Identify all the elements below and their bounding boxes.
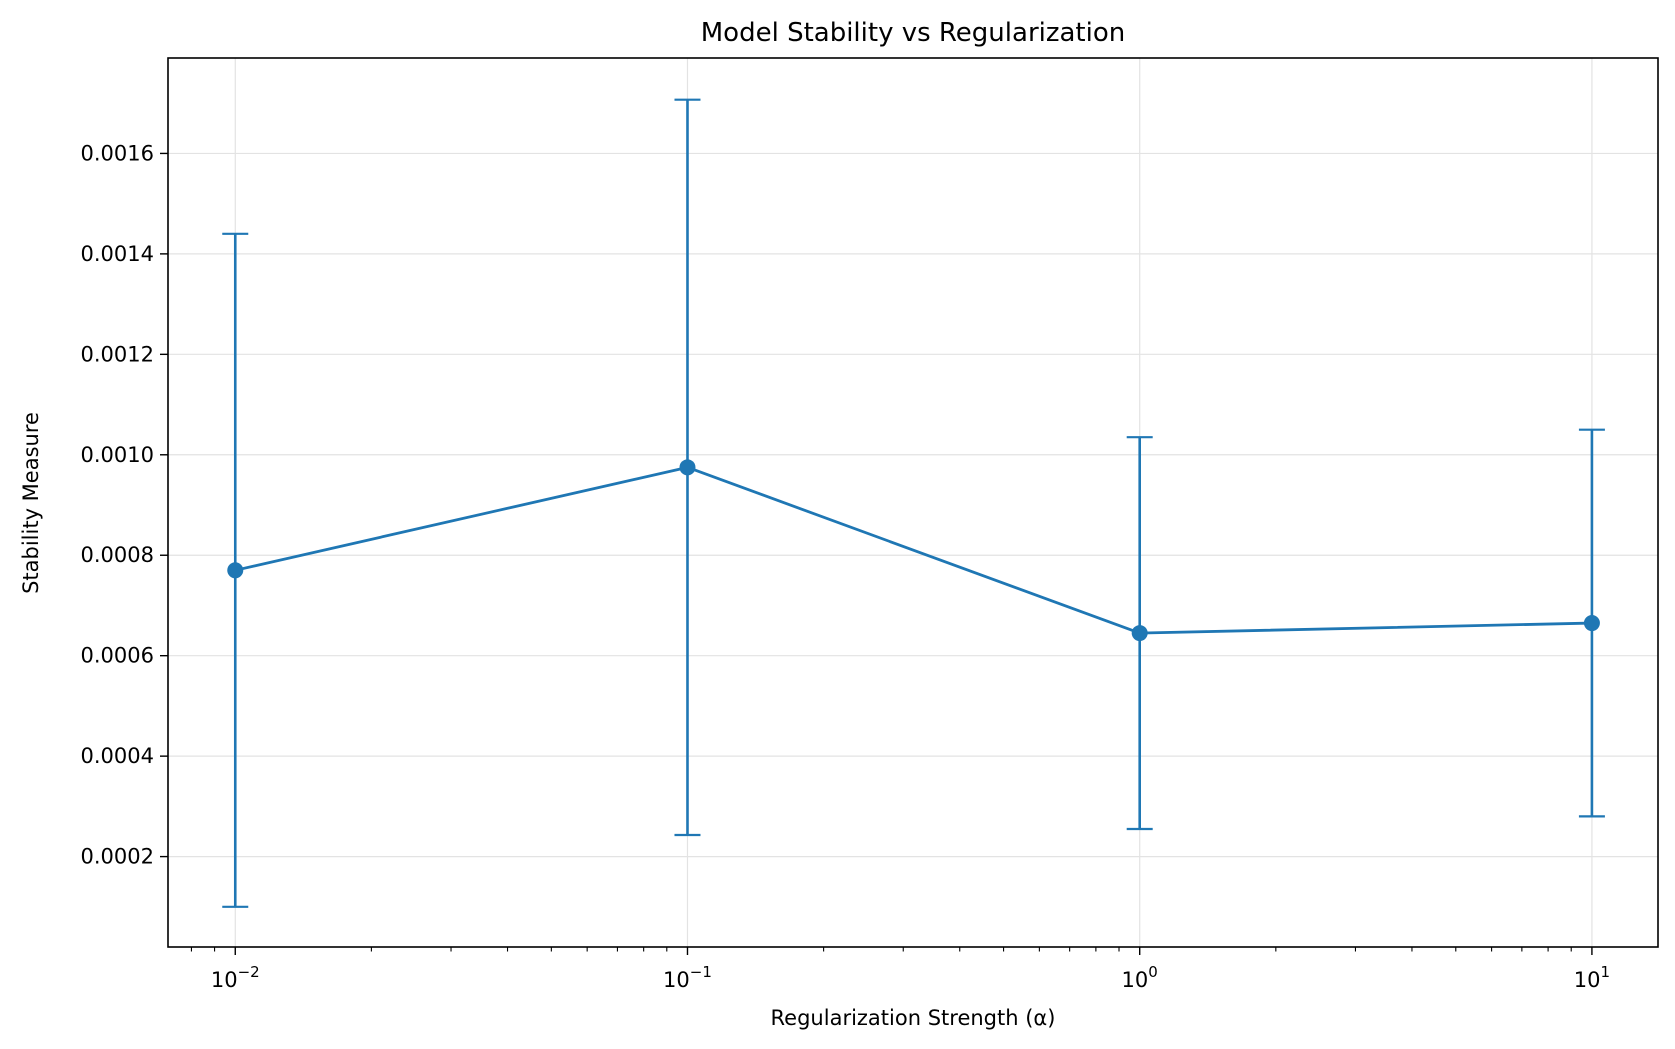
y-tick-label: 0.0010: [81, 443, 154, 467]
y-tick-label: 0.0002: [81, 845, 154, 869]
x-tick-label: 10−1: [663, 963, 712, 992]
y-tick-label: 0.0014: [81, 242, 154, 266]
x-tick-labels: 10−2 10−1 100 101: [211, 963, 1610, 992]
data-point: [1583, 615, 1600, 632]
major-ticks: [160, 152, 1593, 955]
x-tick-label: 101: [1574, 963, 1610, 992]
data-point: [227, 562, 244, 579]
minor-ticks: [190, 947, 1572, 952]
data-point: [1131, 625, 1148, 642]
x-tick-label: 100: [1122, 963, 1158, 992]
y-tick-label: 0.0006: [81, 644, 154, 668]
data-point: [679, 459, 696, 476]
x-tick-label: 10−2: [211, 963, 260, 992]
x-axis-title: Regularization Strength (α): [771, 1006, 1056, 1030]
y-tick-label: 0.0004: [81, 744, 154, 768]
plot-frame: [167, 57, 1659, 948]
y-tick-label: 0.0016: [81, 141, 154, 165]
grid: [168, 58, 1658, 947]
y-tick-label: 0.0008: [81, 543, 154, 567]
y-tick-label: 0.0012: [81, 342, 154, 366]
series-line: [234, 465, 1592, 635]
y-tick-labels: 0.0002 0.0004 0.0006 0.0008 0.0010 0.0012 0.00…: [81, 141, 154, 868]
chart-title: Model Stability vs Regularization: [701, 18, 1126, 48]
y-axis-title: Stability Measure: [19, 412, 43, 594]
series-layer: [222, 98, 1605, 908]
